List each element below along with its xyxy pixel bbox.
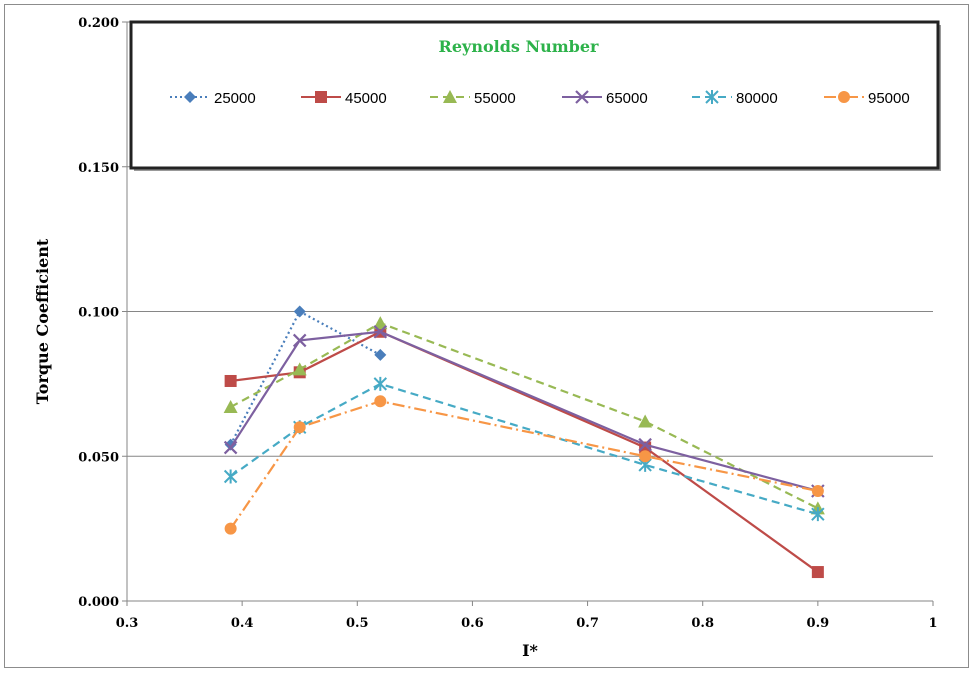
x-marker [575,90,589,104]
series-65000 [223,324,825,498]
x-axis-title: I* [522,641,538,660]
series-layer [223,305,825,579]
asterisk-marker [223,469,238,484]
legend-label: 45000 [345,90,387,107]
axes: 0.000 0.050 0.100 0.150 0.200 0.3 0.4 0.5 0.6 0.7… [78,16,937,631]
x-tick-label: 1 [928,616,937,631]
square-marker [315,91,327,103]
asterisk-marker [811,507,825,522]
legend-label: 95000 [868,90,910,107]
circle-marker [811,484,824,497]
x-marker [373,324,388,339]
y-tick-label: 0.050 [78,450,119,465]
series-line [229,382,819,516]
x-marker [638,437,652,452]
legend-box [129,20,940,170]
triangle-marker [638,414,653,428]
chart-frame [4,4,969,668]
x-tick-label: 0.8 [691,616,714,631]
x-tick-label: 0.5 [346,616,369,631]
triangle-marker [223,400,238,414]
legend-title: Reynolds Number [439,37,599,56]
x-tick-label: 0.3 [116,616,139,631]
y-tick-label: 0.150 [78,161,119,176]
legend-entry: 55000 [430,90,516,107]
x-marker [223,440,238,455]
y-axis-title: Torque Coefficient [33,238,52,404]
asterisk-marker [705,90,719,104]
legend-label: 65000 [606,90,648,107]
legend-entry: 25000 [170,90,256,107]
series-95000 [224,395,824,535]
square-marker [224,374,237,387]
legend: Reynolds Number 25000 45000 55000 65000 80000… [129,20,941,171]
series-45000 [224,325,824,579]
legend-entry: 65000 [562,90,648,107]
legend-label: 80000 [736,90,778,107]
triangle-marker [373,316,388,330]
series-line [230,321,819,510]
circle-marker [224,522,237,535]
diamond-marker [184,91,196,103]
series-line [229,330,819,493]
x-tick-label: 0.6 [461,616,484,631]
y-tick-label: 0.100 [78,306,119,321]
circle-marker [639,450,652,463]
triangle-marker [292,362,307,376]
diamond-marker [293,305,306,318]
x-tick-label: 0.9 [807,616,830,631]
series-line [230,330,819,573]
circle-marker [838,91,850,103]
y-tick-label: 0.200 [78,16,119,31]
legend-label: 55000 [474,90,516,107]
circle-marker [293,421,306,434]
x-tick-label: 0.7 [576,616,599,631]
circle-marker [374,395,387,408]
x-tick-label: 0.4 [231,616,254,631]
legend-entry: 80000 [692,90,778,107]
square-marker [811,566,824,579]
x-marker [292,333,307,348]
legend-label: 25000 [214,90,256,107]
diamond-marker [374,348,387,361]
y-tick-label: 0.000 [78,595,119,610]
series-80000 [223,376,825,522]
triangle-marker [443,90,457,103]
legend-entry: 95000 [824,90,910,107]
series-55000 [223,316,825,515]
asterisk-marker [373,376,388,391]
legend-entry: 45000 [301,90,387,107]
